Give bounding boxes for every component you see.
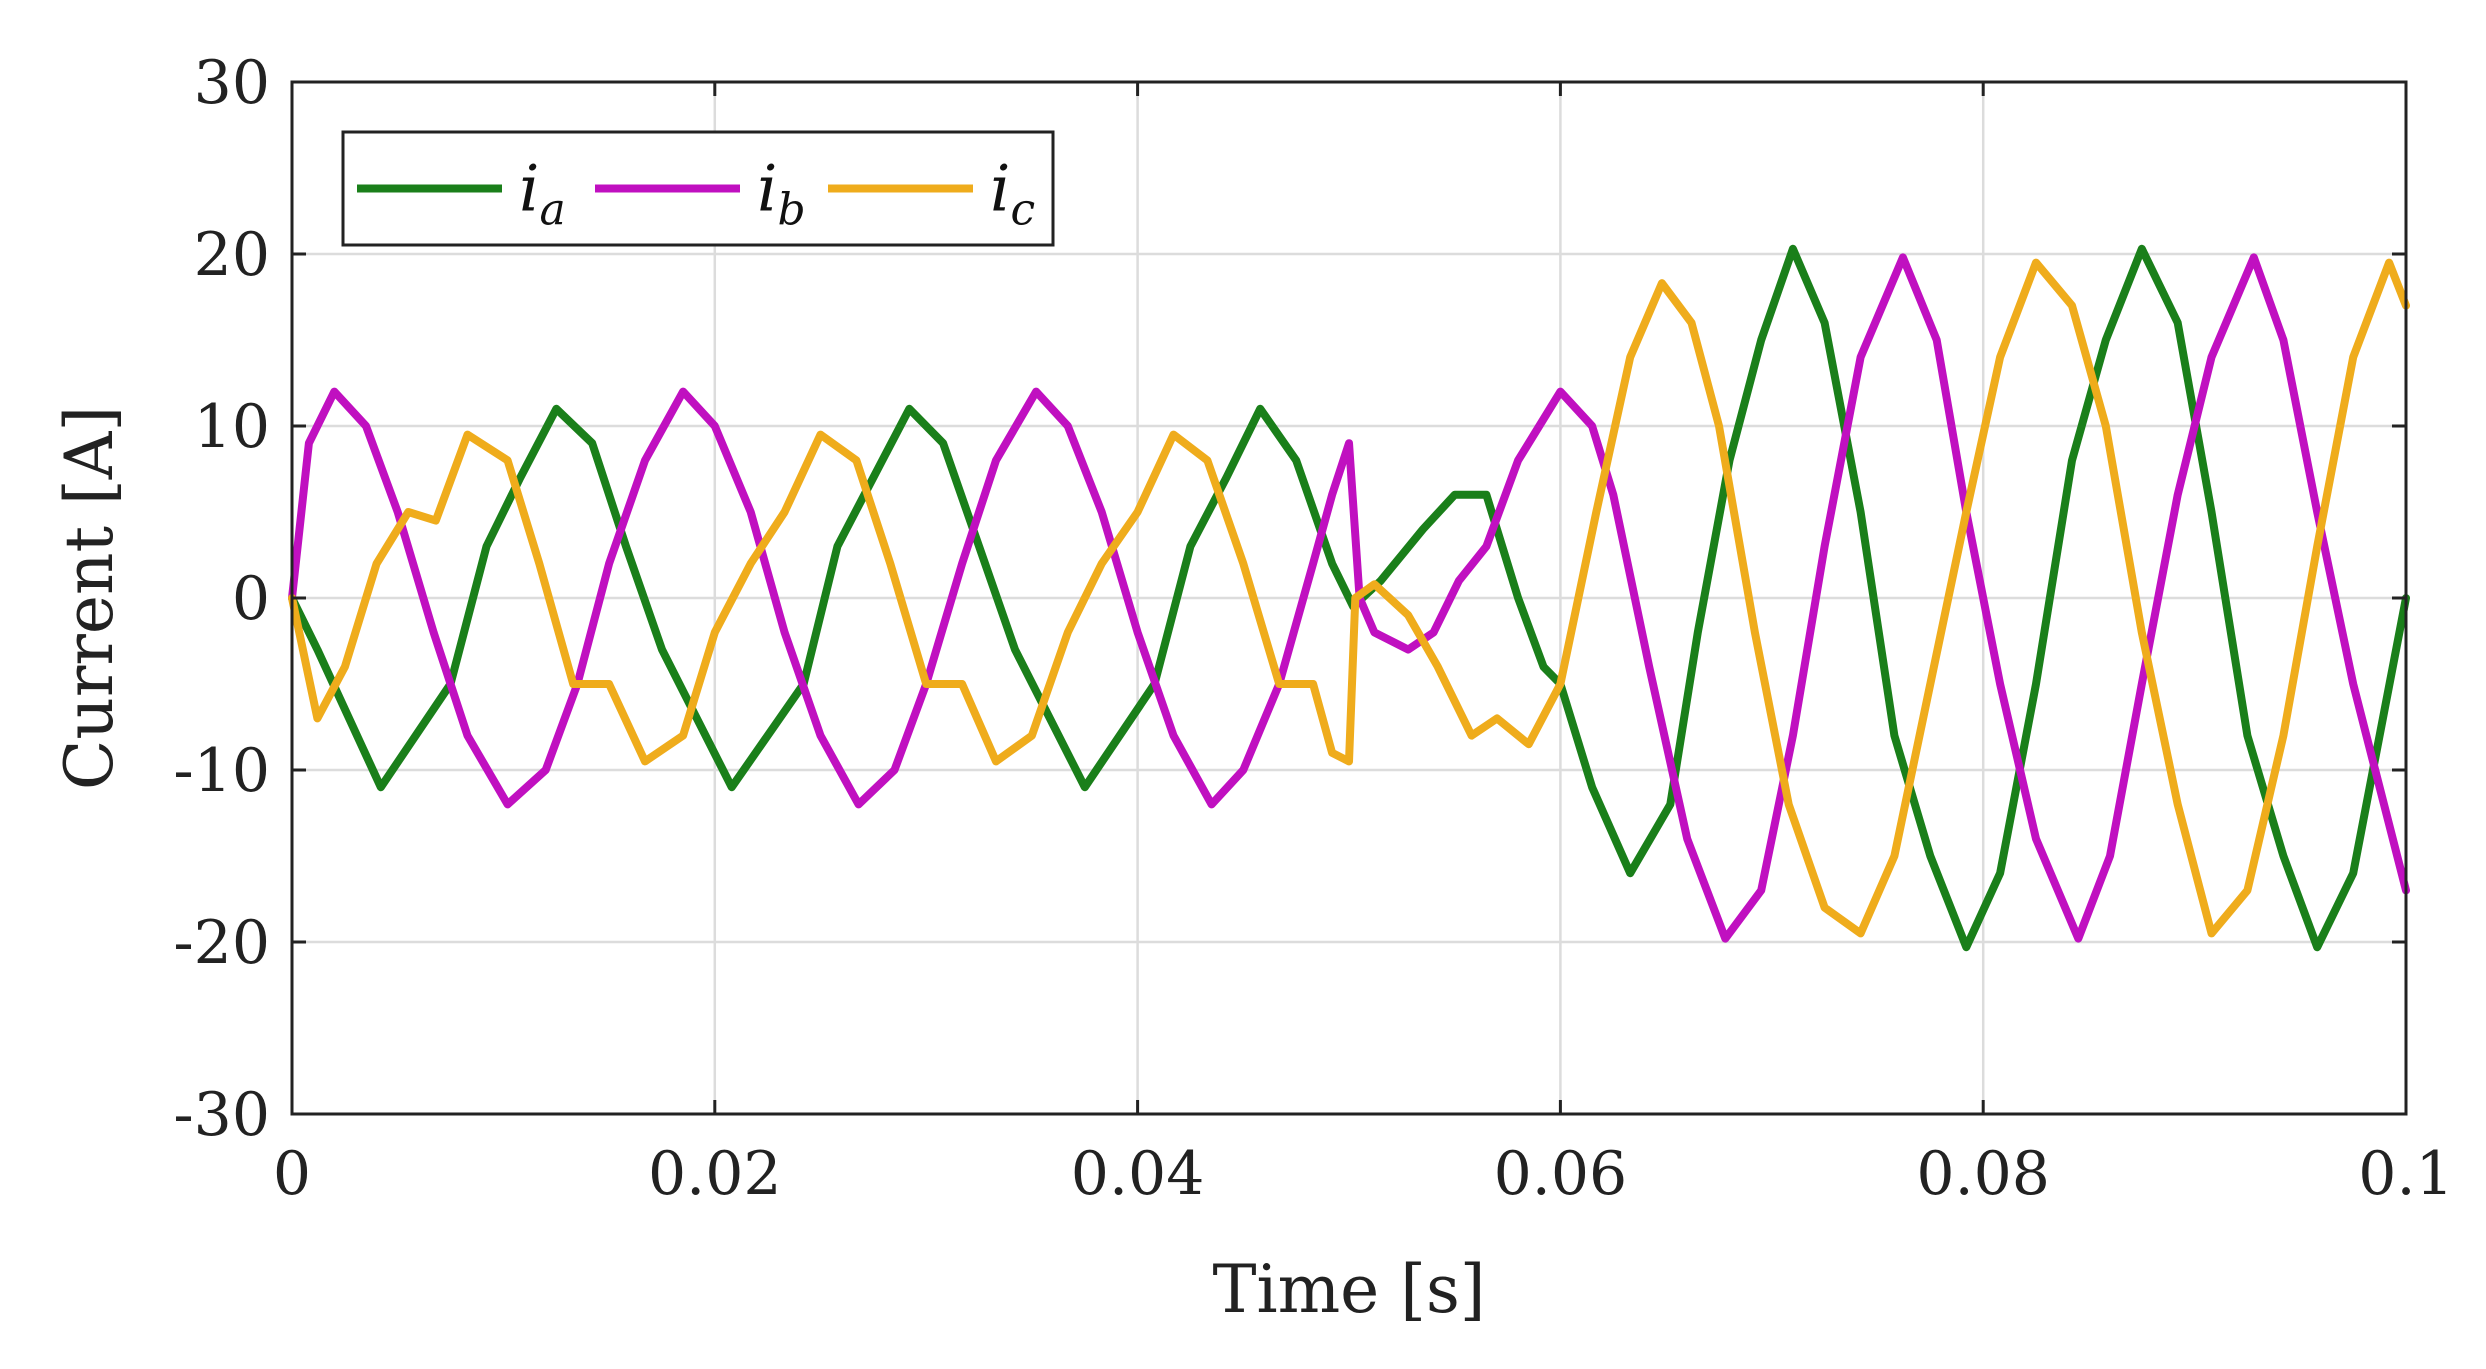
legend-label-i-c: ic (990, 153, 1035, 236)
x-tick-label: 0.02 (648, 1139, 782, 1209)
legend: ia ib ic (341, 130, 1055, 247)
x-tick-label: 0.08 (1916, 1139, 2050, 1209)
y-tick-label: 10 (194, 392, 270, 462)
series-line-i-b (288, 253, 2410, 943)
y-tick-label: -10 (173, 736, 270, 806)
x-axis-label: Time [s] (1212, 1251, 1485, 1328)
legend-label-i-a: ia (519, 153, 566, 236)
x-tick-labels: 0 0.02 0.04 0.06 0.08 0.1 (273, 1139, 2454, 1209)
y-axis-label: Current [A] (51, 406, 128, 790)
x-tick-label: 0 (273, 1139, 311, 1209)
x-tick-label: 0.06 (1494, 1139, 1628, 1209)
x-tick-label: 0.1 (2358, 1139, 2453, 1209)
series-line-i-a (288, 244, 2410, 952)
axis-ticks (290, 80, 2408, 1116)
y-tick-label: 0 (232, 564, 270, 634)
series-line-i-c (288, 258, 2410, 938)
series-layer (288, 244, 2410, 952)
y-tick-label: 30 (194, 48, 270, 118)
y-tick-label: -30 (173, 1080, 270, 1150)
legend-label-i-b: ib (757, 153, 806, 236)
x-tick-label: 0.04 (1071, 1139, 1205, 1209)
y-tick-label: 20 (194, 220, 270, 290)
y-tick-labels: -30 -20 -10 0 10 20 30 (173, 48, 270, 1150)
y-tick-label: -20 (173, 908, 270, 978)
